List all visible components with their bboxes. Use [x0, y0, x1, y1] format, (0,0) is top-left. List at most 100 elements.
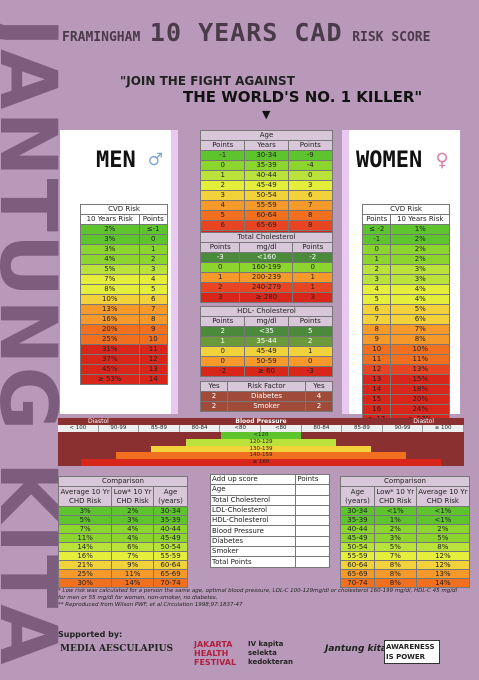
table-row: 0 160-199 0 — [199, 262, 333, 273]
side-text: JANTUNG KITA — [0, 18, 72, 667]
table-row: 10% 6 — [80, 294, 168, 305]
women-header: WOMEN ♀ — [356, 148, 449, 173]
logo-media: MEDIA AESCULAPIUS — [60, 644, 173, 654]
table-row: 5% 3% 35-39 — [57, 515, 188, 525]
bp-scale-label: 80-84 — [180, 425, 221, 432]
table-row: 5% 3 — [80, 264, 168, 275]
table-row: 1 2% — [361, 254, 450, 265]
table-row: 3% 0 — [80, 234, 168, 245]
table-row: 8% 5 — [80, 284, 168, 295]
men-cvd-table: CVD Risk 10 Years Risk Points 2% ≤-1 3% 0 3% 1 4%… — [80, 204, 168, 385]
table-row: 45% 13 — [80, 364, 168, 375]
table-row: 6 65-69 8 — [199, 220, 334, 231]
slogan-line2: THE WORLD'S NO. 1 KILLER" — [183, 88, 423, 106]
table-row: Diabetes — [209, 535, 330, 548]
table-row: 25% 11% 65-69 — [57, 569, 188, 579]
bp-systolic-band: ≥ 160 — [81, 459, 441, 466]
table-row: 13% 7 — [80, 304, 168, 315]
table-row: 3% 2% 30-34 — [57, 506, 188, 516]
table-row: 8 7% — [361, 324, 450, 335]
table-row: 20% 9 — [80, 324, 168, 335]
table-row: 2 3% — [361, 264, 450, 275]
table-row: 25% 10 — [80, 334, 168, 345]
logo-jhf: JAKARTA HEALTH FESTIVAL — [194, 640, 237, 667]
women-panel: WOMEN ♀ CVD Risk Points 10 Years Risk ≤ -2 1… — [342, 130, 460, 425]
table-row: 7% 4% 40-44 — [57, 524, 188, 534]
table-row: 0 35-39 -4 — [199, 160, 334, 171]
men-header: MEN ♂ — [96, 148, 163, 173]
table-row: 14% 6% 50-54 — [57, 542, 188, 552]
bp-scale-label: <80 — [220, 425, 261, 432]
women-cvd-table: CVD Risk Points 10 Years Risk ≤ -2 1% -1 2% 0 2%… — [361, 204, 450, 425]
table-row: 5 4% — [361, 294, 450, 305]
table-row: ≥ 53% 14 — [80, 374, 168, 385]
table-row: 3 3% — [361, 274, 450, 285]
table-row: 9 8% — [361, 334, 450, 345]
table-row: 35-39 1% <1% — [340, 515, 471, 525]
table-row: ≤ -2 1% — [361, 224, 450, 235]
table-row: -1 2% — [361, 234, 450, 245]
bp-scale-label: <80 — [261, 425, 302, 432]
supported-by: Supported by: — [58, 630, 123, 639]
table-row: 65-69 8% 13% — [340, 569, 471, 579]
table-row: 1 200-239 1 — [199, 272, 333, 283]
table-row: 31% 11 — [80, 344, 168, 355]
men-panel: MEN ♂ CVD Risk 10 Years Risk Points 2% ≤-1 3%… — [60, 130, 178, 414]
bp-scale-label: 90-99 — [99, 425, 140, 432]
logo-awareness: AWARENESS IS POWER — [384, 640, 440, 664]
table-row: 4 4% — [361, 284, 450, 295]
table-row: Blood Pressure — [209, 525, 330, 537]
risk-factor-table: Yes Risk Factor Yes 2 Diabetes 4 2 Smoker 2 — [199, 381, 334, 412]
female-icon: ♀ — [435, 148, 449, 173]
male-icon: ♂ — [149, 148, 163, 173]
table-row: LDL-Cholesterol — [209, 504, 330, 517]
table-row: 16% 8 — [80, 314, 168, 325]
table-row: 1 35-44 2 — [199, 336, 334, 347]
bp-systolic-band: <120 — [221, 432, 301, 439]
bp-scale-label: 90-99 — [383, 425, 424, 432]
table-row: 2 45-49 3 — [199, 180, 334, 191]
men-comparison-table: Comparison Average 10 Yr CHD Risk Low* 10 … — [57, 476, 188, 588]
table-row: 11% 4% 45-49 — [57, 533, 188, 543]
table-row: 2 <35 5 — [199, 326, 334, 337]
table-row: 1 40-44 0 — [199, 170, 334, 181]
table-row: 50-54 5% 8% — [340, 542, 471, 552]
table-row: 13 15% — [361, 374, 450, 385]
bp-scale-label: ≥ 100 — [423, 425, 464, 432]
table-row: 30-34 <1% <1% — [340, 506, 471, 516]
table-row: 15 20% — [361, 394, 450, 405]
age-table: Age Points Years Points -1 30-34 -9 0 35-39 -4 1 40… — [199, 130, 334, 241]
bp-scale-label: 85-89 — [139, 425, 180, 432]
table-row: 55-59 7% 12% — [340, 551, 471, 561]
table-row: 2% ≤-1 — [80, 224, 168, 235]
table-row: 16 24% — [361, 404, 450, 415]
bp-scale-label: 80-84 — [302, 425, 343, 432]
table-row: 2 Diabetes 4 — [199, 391, 334, 402]
page-title: FRAMINGHAM 10 YEARS CAD RISK SCORE — [62, 18, 431, 47]
score-table: Add up score Points Age Total Cholesterol LD… — [209, 473, 330, 568]
table-row: 2 Smoker 2 — [199, 401, 334, 412]
table-row: 0 2% — [361, 244, 450, 255]
table-row: Total Cholesterol — [209, 494, 330, 506]
table-row: 21% 9% 60-64 — [57, 560, 188, 570]
table-row: 30% 14% 70-74 — [57, 578, 188, 588]
women-comparison-table: Comparison Age (years) Low* 10 Yr CHD Risk… — [340, 476, 471, 588]
table-row: 45-49 3% 5% — [340, 533, 471, 543]
table-row: 60-64 8% 12% — [340, 560, 471, 570]
bp-systolic-band: 130-139 — [151, 445, 371, 453]
table-row: 16% 7% 55-59 — [57, 551, 188, 561]
bp-systolic-band: 140-159 — [116, 452, 406, 460]
table-row: -3 <160 -2 — [199, 252, 333, 263]
logo-kapita: IV kapita selekta kedokteran — [248, 640, 293, 666]
table-row: -2 ≥ 60 -3 — [199, 366, 334, 377]
table-row: 4% 2 — [80, 254, 168, 265]
down-arrow-icon: ▼ — [262, 108, 271, 121]
table-row: 2 240-279 1 — [199, 282, 333, 293]
table-row: 40-44 2% 2% — [340, 524, 471, 534]
table-row: 37% 12 — [80, 354, 168, 365]
table-row: -1 30-34 -9 — [199, 150, 334, 161]
table-row: 3% 1 — [80, 244, 168, 255]
footnotes: * Low risk was calculated for a person t… — [58, 588, 458, 608]
table-row: 0 50-59 0 — [199, 356, 334, 367]
table-row: 3 50-54 6 — [199, 190, 334, 201]
